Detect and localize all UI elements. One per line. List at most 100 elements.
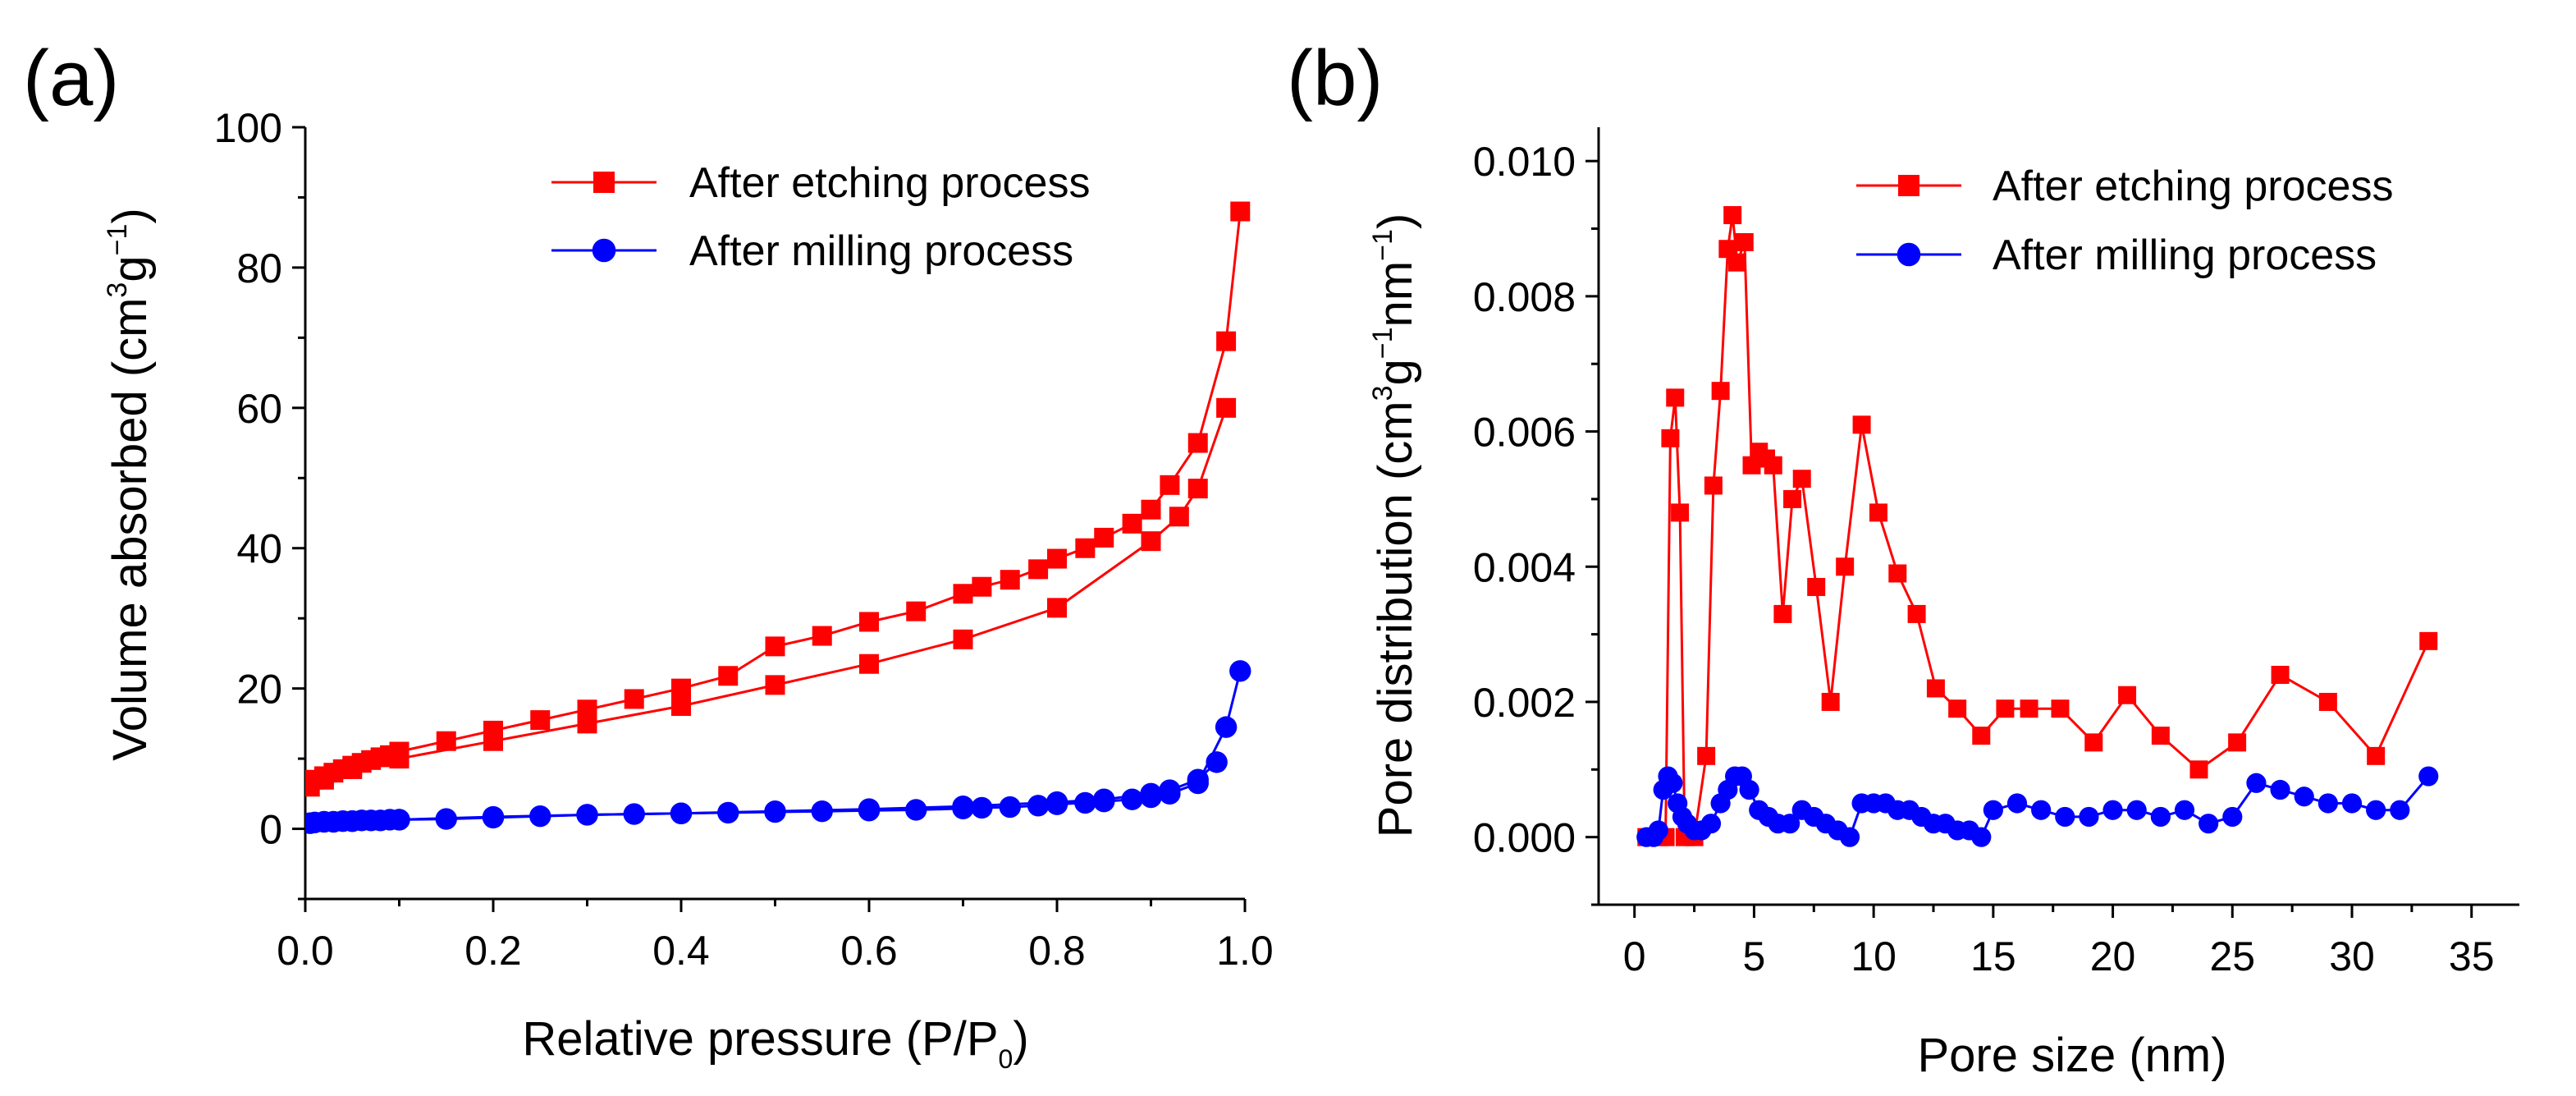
data-point bbox=[1780, 814, 1800, 834]
data-point bbox=[1723, 206, 1742, 225]
data-point bbox=[1773, 604, 1792, 623]
data-point bbox=[812, 626, 832, 646]
data-point bbox=[2246, 773, 2267, 793]
legend-marker bbox=[1897, 242, 1921, 267]
x-tick-label: 0.8 bbox=[1028, 928, 1086, 974]
data-point bbox=[1047, 548, 1067, 569]
data-point bbox=[1094, 527, 1114, 548]
data-point bbox=[1663, 773, 1683, 793]
data-point bbox=[1728, 253, 1747, 272]
x-tick-label: 35 bbox=[2449, 933, 2495, 979]
data-point bbox=[859, 612, 879, 632]
data-point bbox=[1187, 768, 1209, 791]
series-etching bbox=[305, 201, 1251, 797]
data-point bbox=[858, 798, 881, 820]
data-point bbox=[1888, 564, 1907, 583]
data-point bbox=[2418, 766, 2439, 786]
data-point bbox=[2294, 786, 2314, 807]
data-point bbox=[1169, 507, 1189, 527]
series-milling bbox=[305, 660, 1251, 834]
x-axis-title: Relative pressure (P/P0) bbox=[522, 1012, 1028, 1074]
data-point bbox=[2006, 793, 2028, 814]
panel-b: (b) 0 5 10 15 20 25 30 35 0.000 0.002 0.004 0.006 0.0… bbox=[1287, 34, 2519, 1082]
data-point bbox=[1783, 489, 1802, 508]
data-point bbox=[953, 629, 973, 649]
legend-label: After milling process bbox=[689, 227, 1073, 275]
data-point bbox=[1671, 503, 1690, 522]
data-point bbox=[2367, 746, 2386, 765]
data-point bbox=[2341, 793, 2363, 814]
data-point bbox=[764, 800, 786, 823]
data-point bbox=[1141, 531, 1161, 552]
y-tick-label: 40 bbox=[236, 526, 282, 572]
y-tick-label: 0.010 bbox=[1473, 139, 1576, 185]
data-point bbox=[1704, 476, 1723, 495]
x-axis-title: Pore size (nm) bbox=[1917, 1029, 2226, 1082]
data-point bbox=[388, 809, 410, 831]
series-line bbox=[1646, 214, 2430, 839]
data-point bbox=[1972, 727, 1991, 745]
data-point bbox=[718, 666, 739, 686]
data-point bbox=[1700, 814, 1722, 834]
x-tick-label: 0.4 bbox=[652, 928, 710, 974]
data-point bbox=[482, 805, 505, 828]
data-point bbox=[952, 796, 974, 818]
y-tick-label: 0.006 bbox=[1473, 410, 1576, 456]
data-point bbox=[313, 769, 334, 790]
data-point bbox=[341, 809, 364, 832]
data-point bbox=[2317, 793, 2338, 814]
series-etching bbox=[1637, 206, 2438, 846]
data-point bbox=[576, 804, 598, 826]
data-point bbox=[483, 731, 503, 751]
data-point bbox=[2199, 814, 2219, 834]
data-point bbox=[1996, 699, 2015, 718]
data-point bbox=[2031, 800, 2052, 820]
data-point bbox=[2126, 800, 2147, 820]
data-point bbox=[1216, 331, 1237, 351]
data-point bbox=[1869, 503, 1887, 522]
data-point bbox=[1792, 470, 1811, 488]
data-point bbox=[671, 696, 691, 716]
data-point bbox=[624, 689, 644, 709]
data-point bbox=[1230, 201, 1251, 222]
data-point bbox=[905, 799, 927, 821]
data-point bbox=[1140, 782, 1162, 805]
data-point bbox=[2189, 760, 2208, 779]
y-tick-label: 20 bbox=[236, 667, 282, 713]
y-tick-label: 0.000 bbox=[1473, 815, 1576, 861]
data-point bbox=[342, 759, 363, 779]
data-point bbox=[1907, 604, 1926, 623]
x-tick-label: 0.0 bbox=[277, 928, 334, 974]
data-point bbox=[2084, 733, 2103, 752]
data-point bbox=[577, 713, 597, 734]
data-point bbox=[972, 576, 992, 597]
data-point bbox=[999, 796, 1021, 819]
data-point bbox=[1983, 800, 2003, 820]
data-point bbox=[1045, 791, 1068, 814]
data-point bbox=[1074, 791, 1096, 814]
x-tick-label: 0.6 bbox=[840, 928, 898, 974]
legend-marker bbox=[593, 172, 615, 193]
data-point bbox=[1666, 388, 1685, 407]
data-point bbox=[389, 749, 410, 769]
data-point bbox=[1187, 433, 1208, 453]
y-tick-label: 100 bbox=[214, 105, 282, 151]
x-tick-label: 30 bbox=[2329, 933, 2375, 979]
data-point bbox=[1122, 513, 1142, 534]
data-point bbox=[1711, 382, 1730, 401]
data-point bbox=[2174, 800, 2195, 820]
data-point bbox=[1926, 679, 1945, 698]
data-point bbox=[2151, 727, 2170, 745]
x-tick-label: 5 bbox=[1743, 933, 1766, 979]
x-tick-label: 10 bbox=[1851, 933, 1897, 979]
plot-area bbox=[1636, 206, 2439, 847]
data-point bbox=[953, 584, 973, 604]
y-tick-label: 0 bbox=[259, 807, 282, 853]
legend: After etching process After milling proce… bbox=[1856, 163, 2393, 279]
data-point bbox=[2271, 666, 2290, 685]
data-point bbox=[1187, 479, 1208, 499]
data-point bbox=[1000, 570, 1020, 590]
legend-marker bbox=[592, 238, 616, 263]
data-point bbox=[1229, 660, 1251, 682]
